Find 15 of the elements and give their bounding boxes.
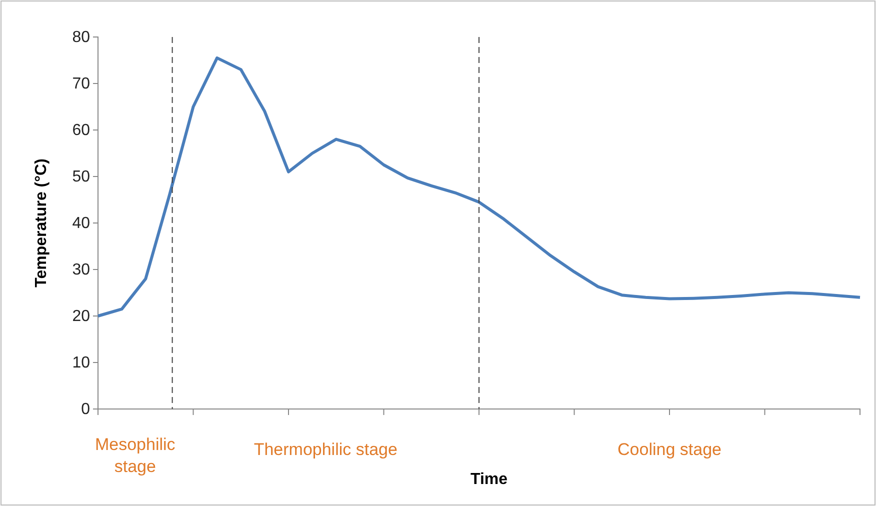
y-tick-label: 10 — [72, 354, 90, 372]
y-tick-label: 80 — [72, 29, 90, 46]
y-tick-label: 60 — [72, 122, 90, 140]
y-axis-title: Temperature (°C) — [33, 158, 50, 288]
text: Mesophilic stage — [94, 435, 176, 476]
y-tick-label: 70 — [72, 76, 90, 93]
x-axis-title: Time — [470, 471, 508, 488]
y-tick-label: 20 — [72, 308, 90, 326]
y-tick-label: 50 — [72, 168, 90, 186]
text: Cooling stage — [618, 440, 722, 459]
line-series — [96, 56, 862, 318]
y-tick-label: 0 — [81, 401, 90, 418]
y-tick-label: 40 — [72, 215, 90, 232]
y-tick-label: 30 — [72, 262, 90, 279]
text: Thermophilic stage — [254, 440, 398, 459]
